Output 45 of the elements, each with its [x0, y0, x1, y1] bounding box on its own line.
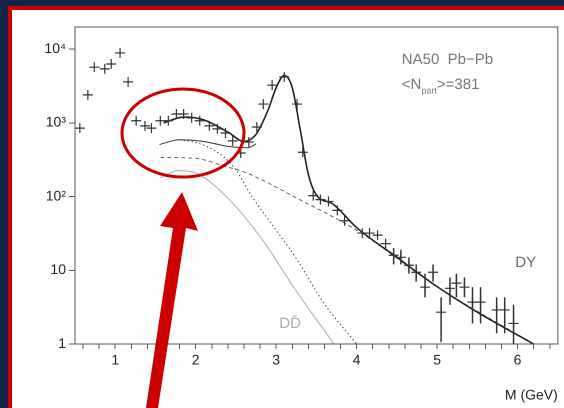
- point: [130, 115, 142, 126]
- point: [82, 89, 94, 100]
- y-tick-label: 10²: [46, 187, 66, 204]
- y-tick-label: 10⁴: [44, 40, 66, 56]
- point: [114, 47, 126, 59]
- point: [322, 196, 334, 208]
- point: [243, 136, 254, 148]
- line-series: [160, 170, 335, 344]
- point: [99, 63, 110, 75]
- x-tick-label: 4: [352, 351, 361, 368]
- line-series: [158, 139, 257, 148]
- point: [75, 122, 86, 134]
- point: [291, 98, 303, 110]
- point: [338, 215, 350, 226]
- point: [227, 135, 238, 146]
- point: [332, 204, 343, 216]
- y-tick-label: 10³: [46, 114, 66, 130]
- point: [251, 121, 262, 133]
- point: [380, 238, 392, 250]
- text: DY: [515, 254, 536, 271]
- point: [178, 108, 190, 120]
- point: [106, 58, 117, 70]
- point: [186, 112, 198, 124]
- y-tick-label: 10: [50, 261, 66, 278]
- x-tick-label: 2: [192, 351, 200, 368]
- point: [278, 71, 290, 83]
- point: [194, 115, 206, 126]
- point: [154, 115, 166, 126]
- x-tick-label: 5: [433, 351, 442, 368]
- point: [297, 146, 308, 158]
- series-label: DD̄: [279, 315, 302, 332]
- x-tick-label: 3: [272, 351, 280, 368]
- point: [372, 230, 384, 241]
- point: [258, 98, 269, 110]
- point: [204, 120, 215, 132]
- point: [122, 76, 134, 88]
- line-series: [162, 74, 534, 344]
- point: [266, 80, 278, 91]
- x-tick-label: 1: [111, 351, 120, 368]
- point: [162, 115, 174, 126]
- x-axis-title: M (GeV): [504, 386, 558, 402]
- point: [88, 62, 100, 73]
- y-tick-label: 1: [58, 334, 66, 351]
- annotation: NA50 Pb−Pb: [402, 51, 494, 68]
- x-tick-label: 6: [514, 351, 522, 368]
